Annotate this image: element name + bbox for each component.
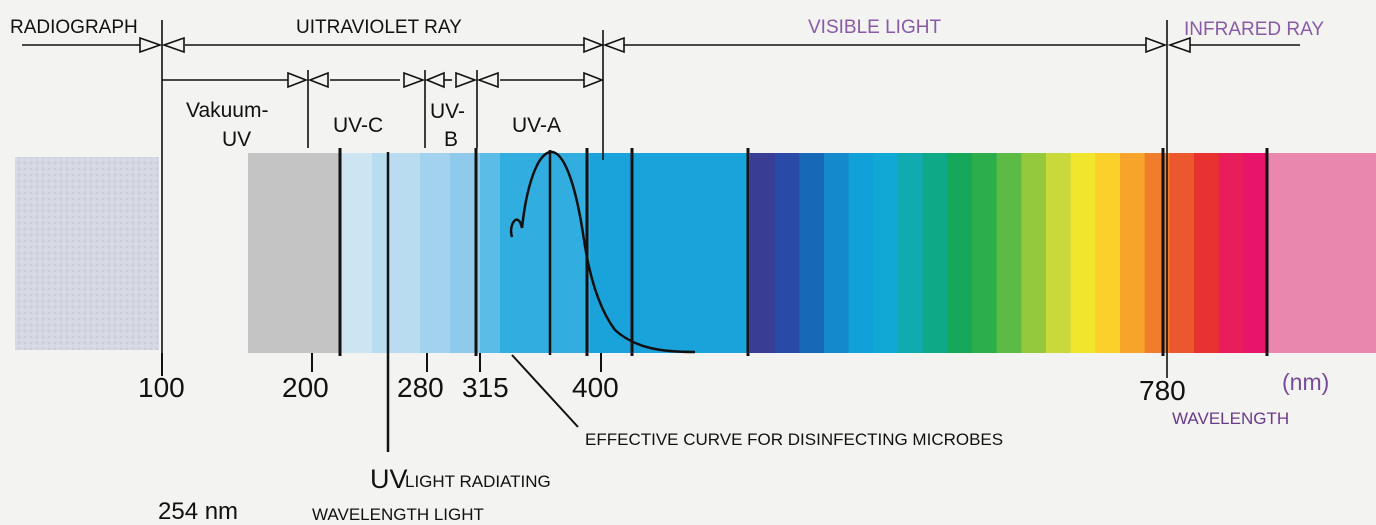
visible-color-band xyxy=(1243,153,1269,353)
visible-color-band xyxy=(1070,153,1096,353)
disinfection-effectiveness-curve xyxy=(509,150,696,354)
visible-light-region xyxy=(750,153,1269,353)
visible-light-label: VISIBLE LIGHT xyxy=(808,17,941,38)
infrared-label: INFRARED RAY xyxy=(1184,19,1324,40)
visible-color-band xyxy=(1194,153,1220,353)
spectrum-bar xyxy=(15,153,1376,353)
uvb-label-line1: UV- xyxy=(430,100,465,123)
uvc-shade xyxy=(372,153,420,353)
uv-lamp-wavelength: 254 nm xyxy=(158,498,238,525)
visible-color-band xyxy=(1144,153,1170,353)
vacuum-uv-label-line1: Vakuum- xyxy=(186,99,268,122)
visible-color-band xyxy=(824,153,850,353)
region-arrows xyxy=(22,20,1300,378)
uv-lamp-uv: UV xyxy=(370,464,408,494)
visible-color-band xyxy=(1120,153,1146,353)
radiograph-region xyxy=(15,157,159,350)
visible-color-band xyxy=(898,153,924,353)
vacuum-uv-label-line2: UV xyxy=(222,128,251,151)
tick-label-200: 200 xyxy=(282,372,329,403)
visible-color-band xyxy=(1218,153,1244,353)
visible-color-band xyxy=(750,153,776,353)
visible-color-band xyxy=(1021,153,1047,353)
tick-label-280: 280 xyxy=(397,372,444,403)
visible-color-band xyxy=(1095,153,1121,353)
visible-color-band xyxy=(947,153,973,353)
visible-color-band xyxy=(799,153,825,353)
uvb-label-line2: B xyxy=(444,128,458,151)
effective-curve-label: EFFECTIVE CURVE FOR DISINFECTING MICROBE… xyxy=(585,430,1003,449)
vacuum-uv-region xyxy=(248,153,340,353)
visible-color-band xyxy=(996,153,1022,353)
uv-lamp-line2: WAVELENGTH LIGHT xyxy=(312,505,484,524)
uv-lamp-line1: LIGHT RADIATING xyxy=(405,472,551,491)
axis-ticks xyxy=(161,353,602,376)
uva-deep-shade xyxy=(590,153,750,353)
uv-subband-arrows xyxy=(162,70,605,148)
visible-color-band xyxy=(873,153,899,353)
wavelength-label: WAVELENGTH xyxy=(1172,409,1289,428)
visible-color-band xyxy=(848,153,874,353)
curve-label-pointer xyxy=(511,354,579,428)
visible-color-band xyxy=(1169,153,1195,353)
visible-color-band xyxy=(774,153,800,353)
visible-color-band xyxy=(1046,153,1072,353)
ultraviolet-label: UITRAVIOLET RAY xyxy=(296,17,462,38)
radiograph-label: RADIOGRAPH xyxy=(10,17,138,38)
tick-label-400: 400 xyxy=(572,372,619,403)
visible-color-band xyxy=(922,153,948,353)
uva-label: UV-A xyxy=(512,114,561,137)
visible-color-band xyxy=(972,153,998,353)
uvc-label: UV-C xyxy=(333,114,383,137)
tick-label-100: 100 xyxy=(138,372,185,403)
tick-label-315: 315 xyxy=(462,372,509,403)
infrared-region xyxy=(1268,153,1376,353)
tick-label-780: 780 xyxy=(1139,375,1186,406)
unit-label: (nm) xyxy=(1282,369,1329,395)
